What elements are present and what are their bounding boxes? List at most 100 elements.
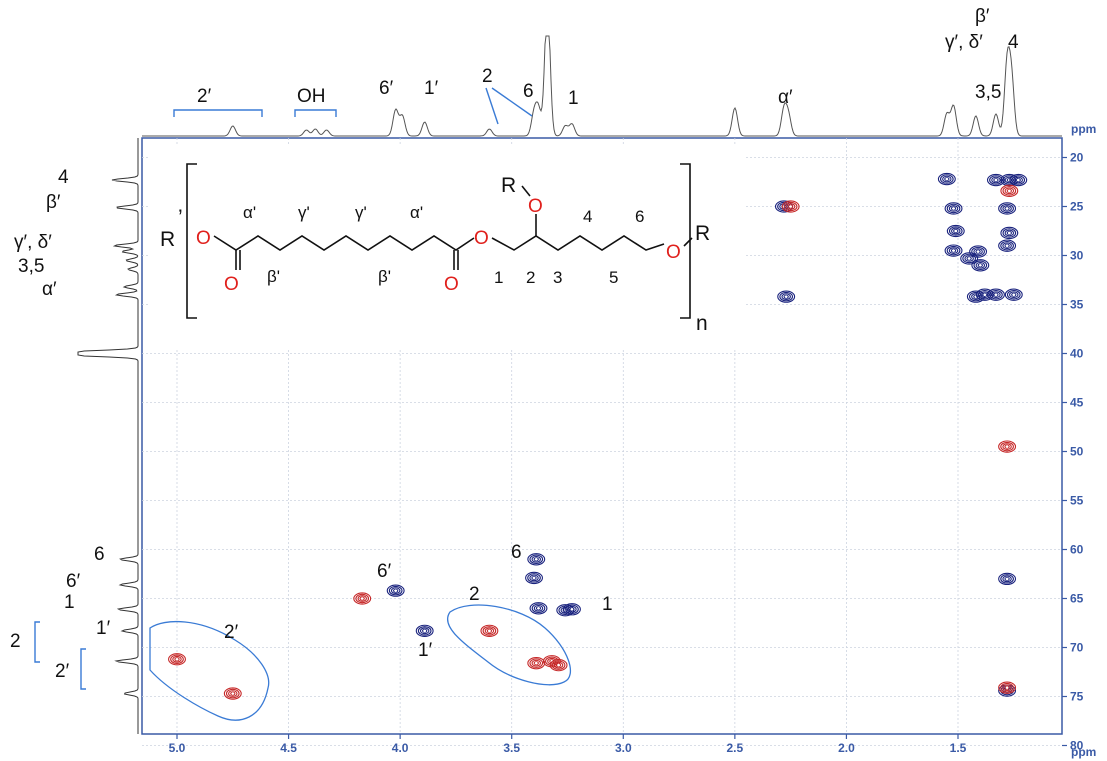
y-tick-label-0: 20 <box>1070 151 1084 165</box>
oxygen-3: O <box>474 228 489 249</box>
top-label-alpha-prime: α′ <box>778 87 793 108</box>
positive-peak-4 <box>529 602 548 615</box>
positive-contour-18-3 <box>989 175 1003 185</box>
oxygen-side: O <box>528 196 543 217</box>
negative-contour-0-2 <box>172 655 182 663</box>
x-tick-label-0: 5.0 <box>169 741 186 755</box>
positive-peak-17 <box>975 288 994 301</box>
left-label-2: 2 <box>10 631 21 652</box>
positive-contour-25-3 <box>1006 289 1021 300</box>
negative-contour-5-1 <box>555 663 562 668</box>
left-projection-labels: 4 β′ γ′, δ′ 3,5 α′ 6 6′ 1 1′ 2 2′ <box>10 167 111 690</box>
y-tick-label-12: 80 <box>1070 739 1084 753</box>
negative-contour-10-2 <box>1004 187 1015 195</box>
positive-contour-1-1 <box>422 628 428 633</box>
positive-contour-2-2 <box>531 555 542 563</box>
positive-peak-11 <box>946 224 965 238</box>
carbon-label-2: 2 <box>526 268 535 287</box>
negative-contour-9-2 <box>785 203 796 210</box>
positive-contour-12-3 <box>946 245 961 256</box>
left-label-3-5: 3,5 <box>18 256 44 277</box>
y-tick-label-2: 30 <box>1070 249 1084 263</box>
negative-contour-6-4 <box>353 592 372 605</box>
positive-center-9 <box>945 177 949 181</box>
x-axis-unit-bottom: ppm <box>1071 745 1096 759</box>
positive-peak-14 <box>969 245 988 258</box>
positive-contour-20-3 <box>1011 175 1026 185</box>
y-tick-label-1: 25 <box>1070 200 1084 214</box>
positive-contour-22-3 <box>1000 203 1014 214</box>
negative-peak-7 <box>998 440 1017 453</box>
top-label-beta-prime: β′ <box>975 6 990 27</box>
positive-contour-14-4 <box>969 245 988 258</box>
carbon-label-1: 1 <box>494 268 503 287</box>
x-tick-label-5: 2.5 <box>727 741 744 755</box>
negative-contour-5-2 <box>553 661 564 669</box>
peak-label-1: 1 <box>602 594 613 615</box>
left-projection-trace <box>77 138 139 734</box>
positive-contour-21-2 <box>1002 242 1012 250</box>
positive-contour-0-1 <box>393 588 399 593</box>
positive-peak-15 <box>971 259 990 272</box>
positive-contour-23-4 <box>1000 226 1019 240</box>
positive-contour-13-1 <box>966 256 972 261</box>
negative-center-3 <box>534 661 538 665</box>
positive-center-2 <box>534 558 538 561</box>
positive-peak-16 <box>966 290 985 303</box>
negative-center-2 <box>488 629 491 633</box>
positive-contour-23-2 <box>1004 229 1015 237</box>
positive-contour-16-2 <box>971 293 981 301</box>
positive-peak-2 <box>527 553 546 566</box>
positive-contour-3-2 <box>529 574 539 582</box>
negative-contour-7-1 <box>1004 444 1010 449</box>
positive-contour-25-4 <box>1004 288 1023 301</box>
negative-center-0 <box>175 657 179 661</box>
positive-peak-10 <box>944 202 963 215</box>
top-label-1prime: 1′ <box>424 78 439 99</box>
negative-contour-9-3 <box>783 201 798 212</box>
carbon-label-5: 5 <box>609 268 618 287</box>
peak-label-6prime: 6′ <box>377 561 392 582</box>
peak-labels: 2′ 6′ 1′ 2 6 1 <box>224 542 613 661</box>
negative-contour-7-2 <box>1002 443 1012 450</box>
positive-contour-1-3 <box>417 626 432 636</box>
negative-contour-5-3 <box>551 660 566 670</box>
positive-contour-20-2 <box>1013 176 1023 184</box>
y-tick-label-8: 60 <box>1070 543 1084 557</box>
positive-contour-9-1 <box>944 177 950 182</box>
negative-peak-6 <box>353 592 372 605</box>
positive-contour-11-3 <box>948 226 963 236</box>
positive-contour-18-4 <box>986 173 1005 187</box>
positive-contour-9-4 <box>937 172 956 186</box>
positive-contour-6-4 <box>563 603 581 616</box>
negative-contour-2-3 <box>482 626 497 636</box>
positive-contour-23-3 <box>1002 228 1017 238</box>
negative-peak-3 <box>527 657 546 670</box>
top-label-oh: OH <box>297 86 326 107</box>
positive-contour-8-2 <box>781 293 791 301</box>
oxygen-carbonyl-1: O <box>224 274 239 295</box>
projections <box>77 35 1062 734</box>
positive-center-1 <box>423 629 426 633</box>
top-label-4: 4 <box>1008 32 1019 53</box>
left-bracket-2 <box>34 621 40 663</box>
positive-peak-8 <box>777 290 796 303</box>
negative-peak-5 <box>549 658 568 672</box>
positive-contour-9-3 <box>939 174 954 184</box>
positive-center-24 <box>994 293 998 297</box>
chain-label-beta-1: β' <box>267 267 280 286</box>
positive-contour-3-3 <box>527 573 541 583</box>
positive-center-6 <box>570 607 574 611</box>
top-projection-labels: 2′ OH 6′ 1′ 2 6 1 α′ β′ γ′, δ′ 4 3,5 <box>173 6 1019 125</box>
top-label-2prime: 2′ <box>197 86 212 107</box>
x-tick-label-3: 3.5 <box>503 741 520 755</box>
negative-contour-2-1 <box>486 628 493 633</box>
left-label-gamma-delta-prime: γ′, δ′ <box>14 232 52 253</box>
positive-contour-22-1 <box>1004 206 1010 211</box>
positive-contour-11-2 <box>951 227 961 235</box>
negative-contour-10-4 <box>1000 184 1019 197</box>
positive-contour-6-2 <box>567 605 577 613</box>
chain-label-alpha-1: α' <box>243 203 256 222</box>
x-tick-label-2: 4.0 <box>392 741 409 755</box>
y-tick-label-7: 55 <box>1070 494 1084 508</box>
